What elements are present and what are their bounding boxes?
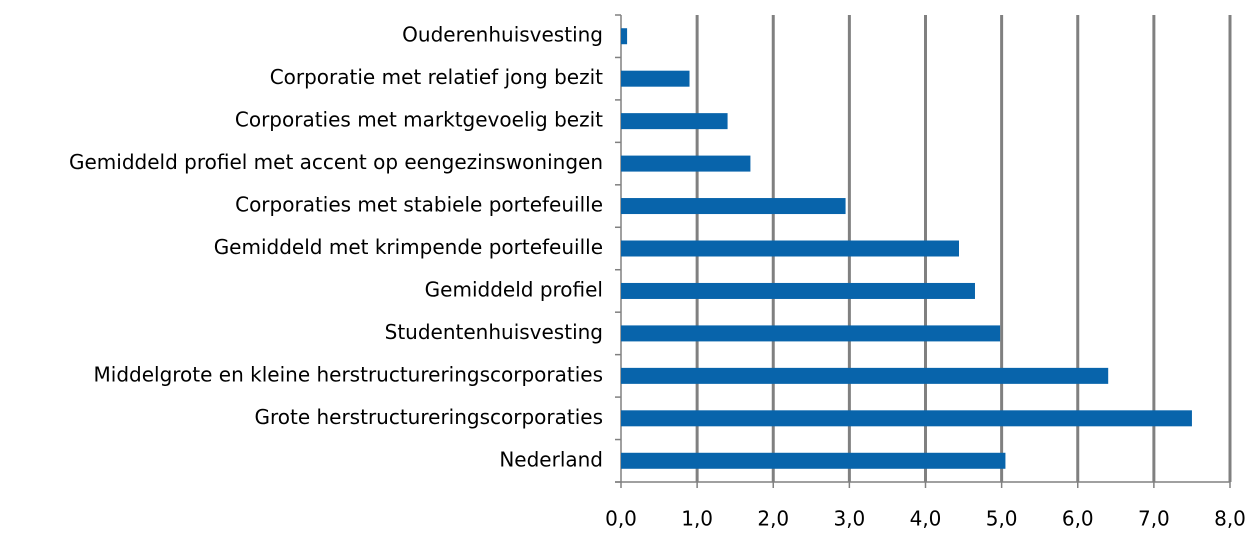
y-tick-label: Middelgrote en kleine herstructureringsc…	[94, 362, 603, 386]
x-tick-label: 5,0	[986, 507, 1018, 531]
x-tick-label: 3,0	[833, 507, 865, 531]
x-tick-label: 2,0	[757, 507, 789, 531]
y-tick-label: Nederland	[499, 447, 603, 471]
bar	[621, 240, 959, 257]
bar	[621, 325, 1001, 342]
bar	[621, 113, 728, 130]
x-tick-label: 1,0	[681, 507, 713, 531]
y-tick-label: Corporaties met marktgevoelig bezit	[235, 108, 603, 132]
y-tick-label: Gemiddeld profiel	[425, 277, 603, 301]
x-tick-label: 6,0	[1062, 507, 1094, 531]
bar	[621, 70, 690, 87]
bar	[621, 198, 846, 215]
x-tick-label: 8,0	[1214, 507, 1246, 531]
bar	[621, 452, 1006, 469]
bar	[621, 28, 628, 45]
y-tick-label: Ouderenhuisvesting	[402, 23, 603, 47]
x-tick-label: 0,0	[605, 507, 637, 531]
y-tick-label: Corporaties met stabiele portefeuille	[235, 193, 603, 217]
y-tick-label: Gemiddeld met krimpende portefeuille	[214, 235, 603, 259]
y-tick-label: Studentenhuisvesting	[385, 320, 603, 344]
bar	[621, 410, 1192, 427]
x-tick-label: 7,0	[1138, 507, 1170, 531]
bar	[621, 367, 1109, 384]
bar	[621, 282, 975, 299]
y-tick-label: Gemiddeld profiel met accent op eengezin…	[69, 150, 603, 174]
y-tick-label: Grote herstructureringscorporaties	[254, 405, 603, 429]
x-tick-label: 4,0	[910, 507, 942, 531]
y-tick-label: Corporatie met relatief jong bezit	[270, 65, 603, 89]
bar	[621, 155, 751, 172]
